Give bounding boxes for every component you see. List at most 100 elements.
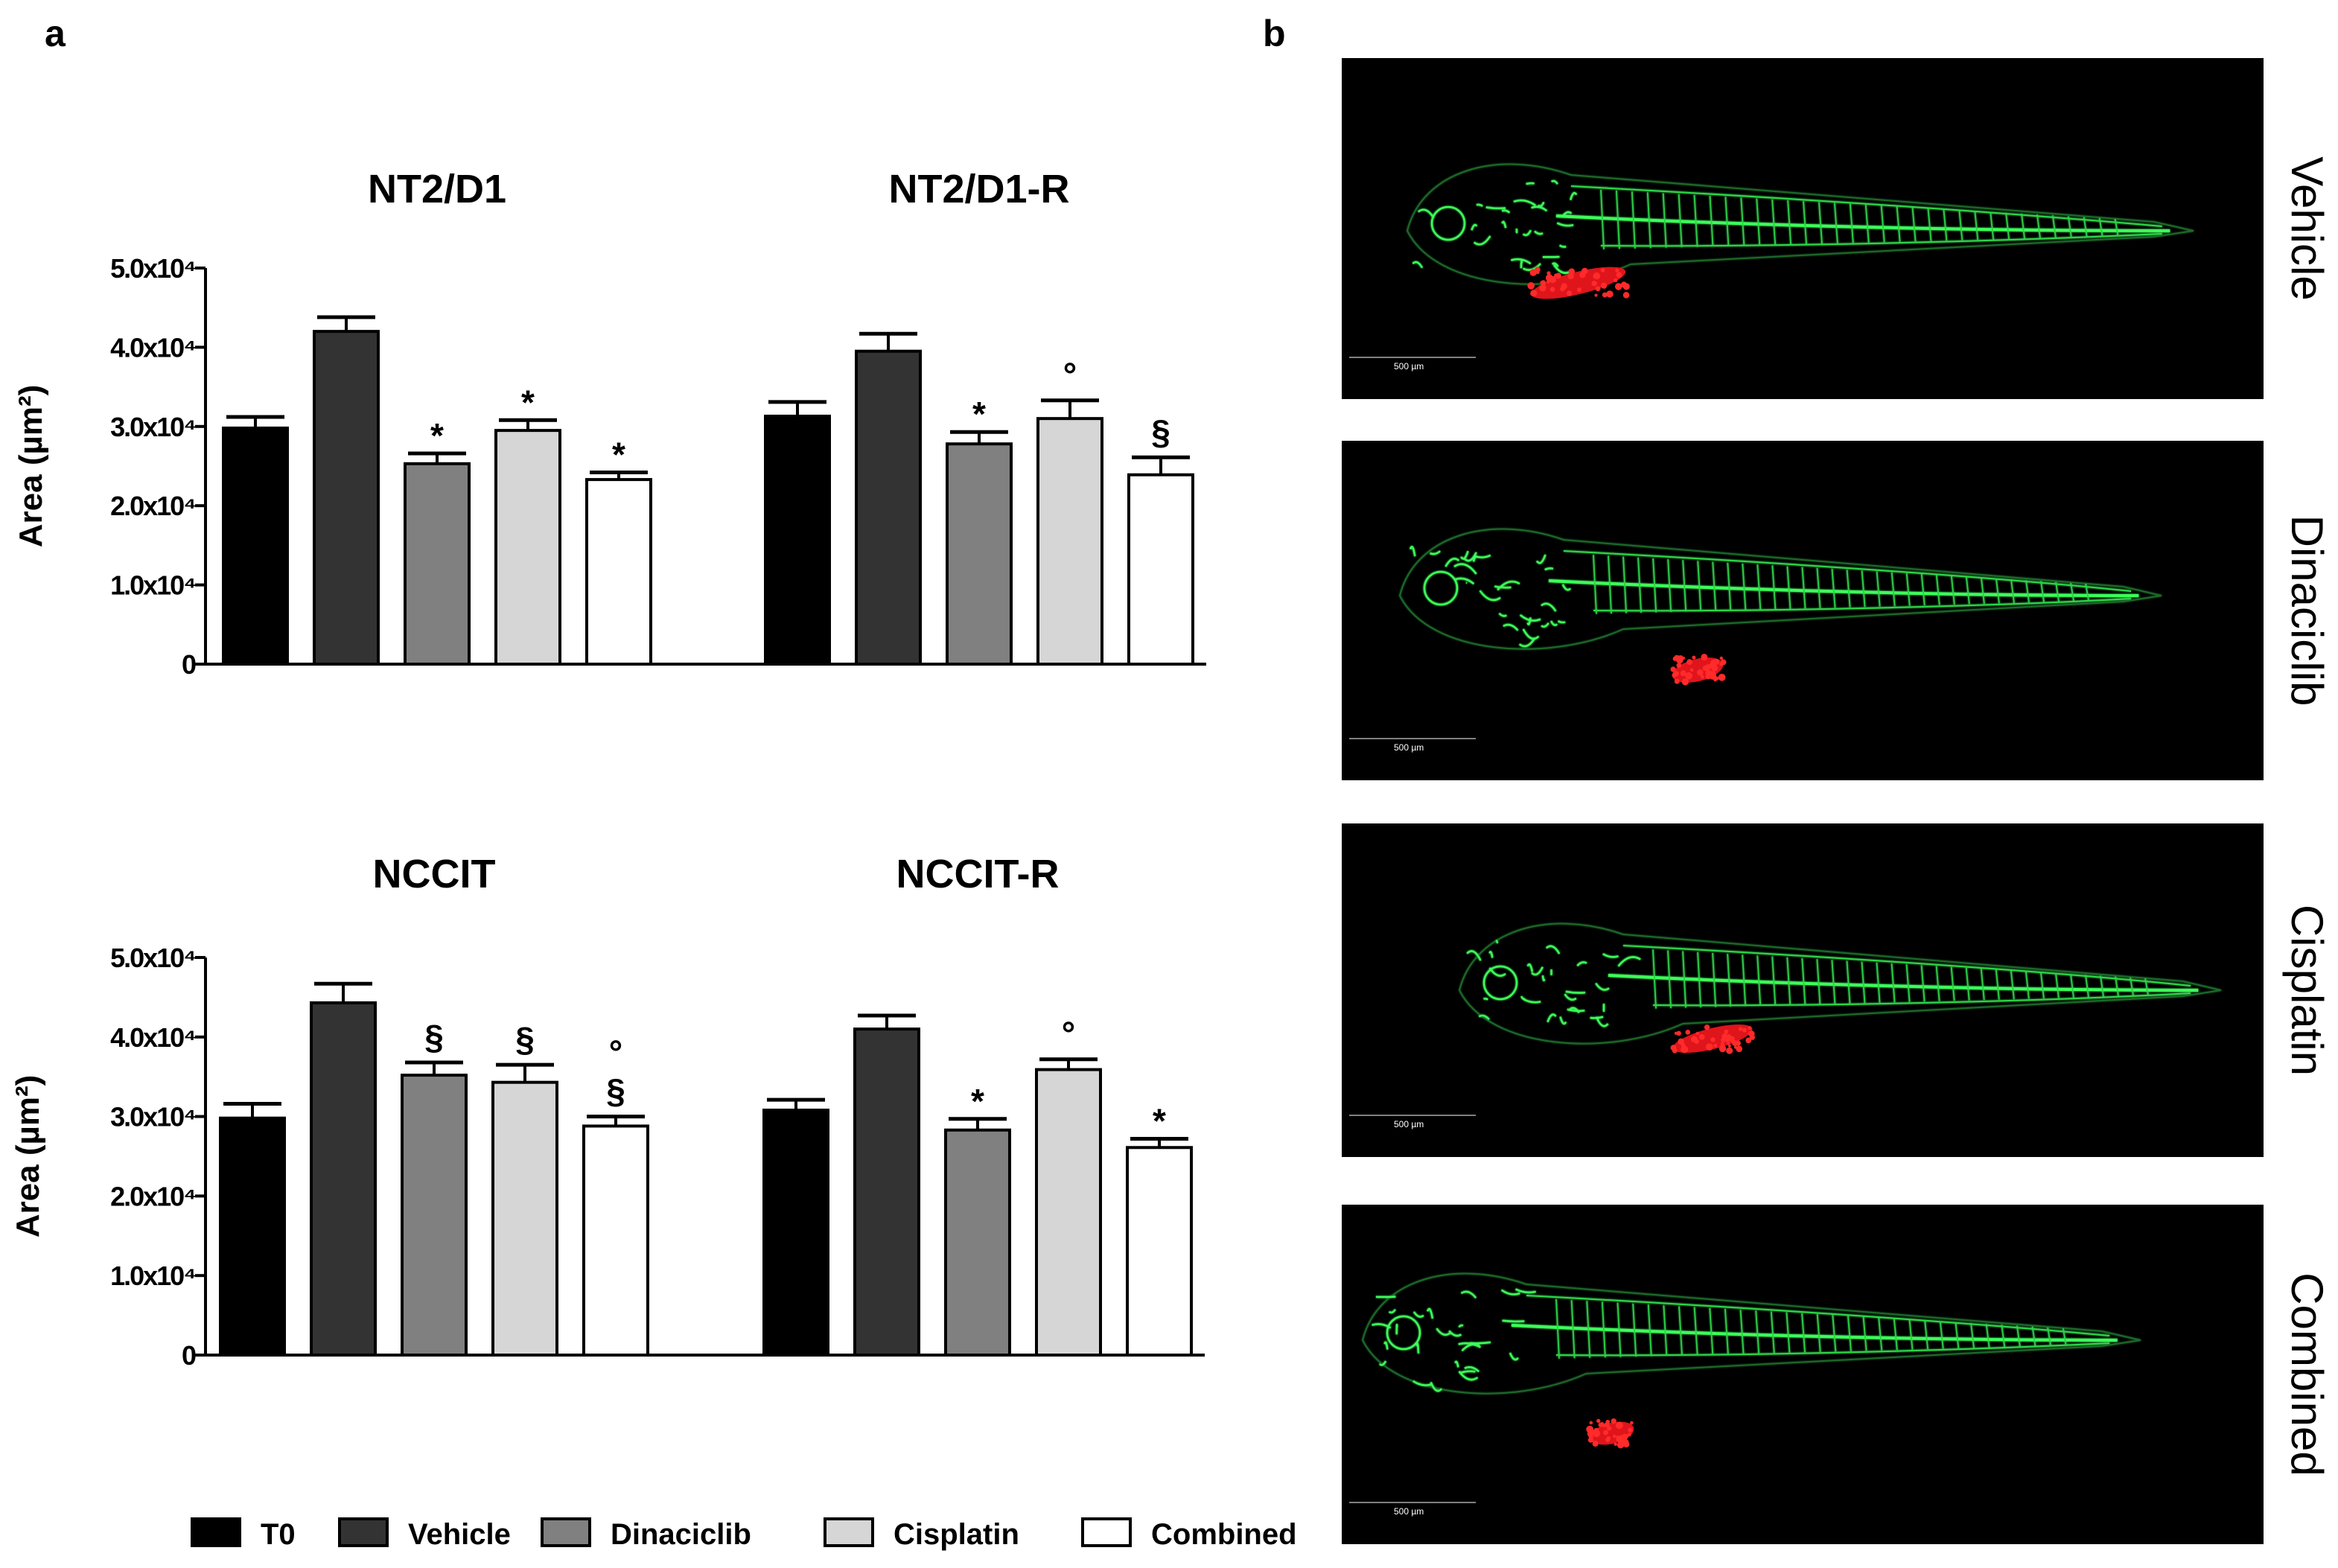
bar-Dinaciclib: [404, 462, 471, 666]
y-axis-label: Area (µm²): [13, 385, 49, 548]
bar-Vehicle: [313, 330, 380, 666]
bar-Cisplatin: [491, 1080, 558, 1357]
significance-marker: *: [972, 395, 986, 433]
scale-bar-label: 500 µm: [1394, 742, 1424, 753]
legend-swatch: [338, 1517, 389, 1547]
group-title: NCCIT-R: [896, 852, 1060, 896]
legend-swatch: [541, 1517, 591, 1547]
y-tick-label: 5.0x10⁴: [110, 253, 195, 284]
bar-Cisplatin: [1035, 1068, 1102, 1357]
y-tick-label: 5.0x10⁴: [110, 943, 195, 973]
bar-Dinaciclib: [946, 442, 1013, 666]
treatment-label: Dinaciclib: [2282, 515, 2332, 707]
bar-chart-1: 0 1.0x10⁴ 2.0x10⁴ 3.0x10⁴ 4.0x10⁴ 5.0x10⁴ Area…: [13, 167, 1206, 680]
legend-label: Combined: [1151, 1518, 1297, 1551]
zebrafish-vasculature-icon: [1361, 1272, 2141, 1395]
significance-marker: §: [515, 1020, 535, 1059]
fish-panel-Combined: 500 µm Combined: [1342, 1205, 2332, 1544]
y-tick-label: 2.0x10⁴: [110, 491, 195, 521]
bar-Vehicle: [310, 1001, 377, 1357]
bar-Cisplatin: [494, 429, 561, 666]
bar-Vehicle: [853, 1027, 920, 1357]
significance-marker: *: [971, 1082, 984, 1121]
legend-swatch: [824, 1517, 874, 1547]
fish-panel-Cisplatin: 500 µm Cisplatin: [1342, 823, 2332, 1157]
microscopy-image: [1342, 58, 2264, 399]
fish-panel-Dinaciclib: 500 µm Dinaciclib: [1342, 441, 2332, 780]
significance-marker: °: [609, 1033, 622, 1072]
y-tick-label: 1.0x10⁴: [110, 570, 195, 601]
bar-Vehicle: [855, 349, 922, 666]
bar-group-NCCIT: NCCIT§ § °§: [219, 852, 649, 1357]
panel-a-label: a: [45, 13, 66, 54]
fish-panel-Vehicle: 500 µm Vehicle: [1342, 58, 2332, 399]
bar-Combined: [582, 1124, 649, 1357]
tumor-xenograft: [1527, 267, 1630, 299]
y-tick-label: 3.0x10⁴: [110, 412, 195, 442]
legend-label: T0: [261, 1518, 296, 1551]
zebrafish-image-panels: 500 µm Vehicle 500 µm Dinaciclib 500 µm Cispl…: [1342, 58, 2332, 1544]
bar-T0: [222, 426, 289, 666]
tumor-xenograft: [1670, 1024, 1756, 1054]
bar-Dinaciclib: [944, 1128, 1011, 1357]
bar-T0: [764, 414, 831, 666]
zebrafish-vasculature-icon: [1458, 922, 2222, 1045]
legend-label: Dinaciclib: [611, 1518, 751, 1551]
group-title: NCCIT: [373, 852, 496, 896]
microscopy-image: [1342, 1205, 2264, 1544]
y-tick-label: 2.0x10⁴: [110, 1181, 195, 1211]
bar-Combined: [585, 478, 652, 666]
treatment-label: Combined: [2282, 1272, 2332, 1476]
significance-marker: *: [430, 416, 444, 455]
tumor-xenograft: [1670, 654, 1727, 686]
significance-marker: *: [521, 383, 535, 421]
y-tick-label: 0: [182, 649, 196, 680]
y-tick-label: 0: [182, 1340, 196, 1371]
significance-marker: °: [1062, 1015, 1075, 1054]
legend-item-Dinaciclib: Dinaciclib: [541, 1517, 751, 1551]
legend-label: Vehicle: [408, 1518, 511, 1551]
significance-marker: °: [1063, 356, 1077, 395]
significance-marker: *: [1153, 1102, 1166, 1141]
bar-group-NT2/D1-R: NT2/D1-R * ° §: [764, 167, 1194, 666]
legend-label: Cisplatin: [894, 1518, 1019, 1551]
legend-item-Combined: Combined: [1081, 1517, 1297, 1551]
bar-chart-2: 0 1.0x10⁴ 2.0x10⁴ 3.0x10⁴ 4.0x10⁴ 5.0x10⁴ Area…: [10, 852, 1205, 1371]
bar-T0: [762, 1109, 829, 1357]
y-axis-label: Area (µm²): [10, 1075, 46, 1238]
group-title: NT2/D1-R: [888, 167, 1069, 211]
panel-b-label: b: [1263, 13, 1286, 54]
bar-group-NT2/D1: NT2/D1 * * *: [222, 167, 652, 666]
bar-charts: 0 1.0x10⁴ 2.0x10⁴ 3.0x10⁴ 4.0x10⁴ 5.0x10⁴ Area…: [10, 167, 1206, 1371]
tumor-xenograft: [1586, 1418, 1634, 1449]
legend-swatch: [191, 1517, 241, 1547]
microscopy-image: [1342, 441, 2264, 780]
significance-marker: *: [612, 436, 625, 474]
zebrafish-vasculature-icon: [1406, 163, 2194, 285]
bar-Combined: [1126, 1146, 1193, 1357]
y-tick-label: 3.0x10⁴: [110, 1102, 195, 1132]
bar-group-NCCIT-R: NCCIT-R * ° *: [762, 852, 1193, 1357]
bar-Combined: [1127, 473, 1194, 666]
legend-item-T0: T0: [191, 1517, 296, 1551]
bar-Dinaciclib: [401, 1074, 468, 1357]
treatment-label: Cisplatin: [2282, 905, 2332, 1076]
scale-bar-label: 500 µm: [1394, 1119, 1424, 1129]
bar-Cisplatin: [1036, 417, 1103, 666]
bar-T0: [219, 1116, 286, 1357]
y-tick-label: 1.0x10⁴: [110, 1261, 195, 1291]
zebrafish-vasculature-icon: [1398, 528, 2162, 650]
legend-item-Vehicle: Vehicle: [338, 1517, 511, 1551]
scale-bar-label: 500 µm: [1394, 1506, 1424, 1517]
scale-bar-label: 500 µm: [1394, 361, 1424, 372]
legend-item-Cisplatin: Cisplatin: [824, 1517, 1019, 1551]
treatment-label: Vehicle: [2282, 156, 2332, 300]
y-tick-label: 4.0x10⁴: [110, 1022, 195, 1053]
group-title: NT2/D1: [368, 167, 506, 211]
legend-swatch: [1081, 1517, 1132, 1547]
significance-marker: §: [606, 1072, 625, 1111]
legend: T0 Vehicle Dinaciclib Cisplatin Combined: [191, 1517, 1297, 1551]
significance-marker: §: [424, 1018, 444, 1057]
y-tick-label: 4.0x10⁴: [110, 332, 195, 363]
